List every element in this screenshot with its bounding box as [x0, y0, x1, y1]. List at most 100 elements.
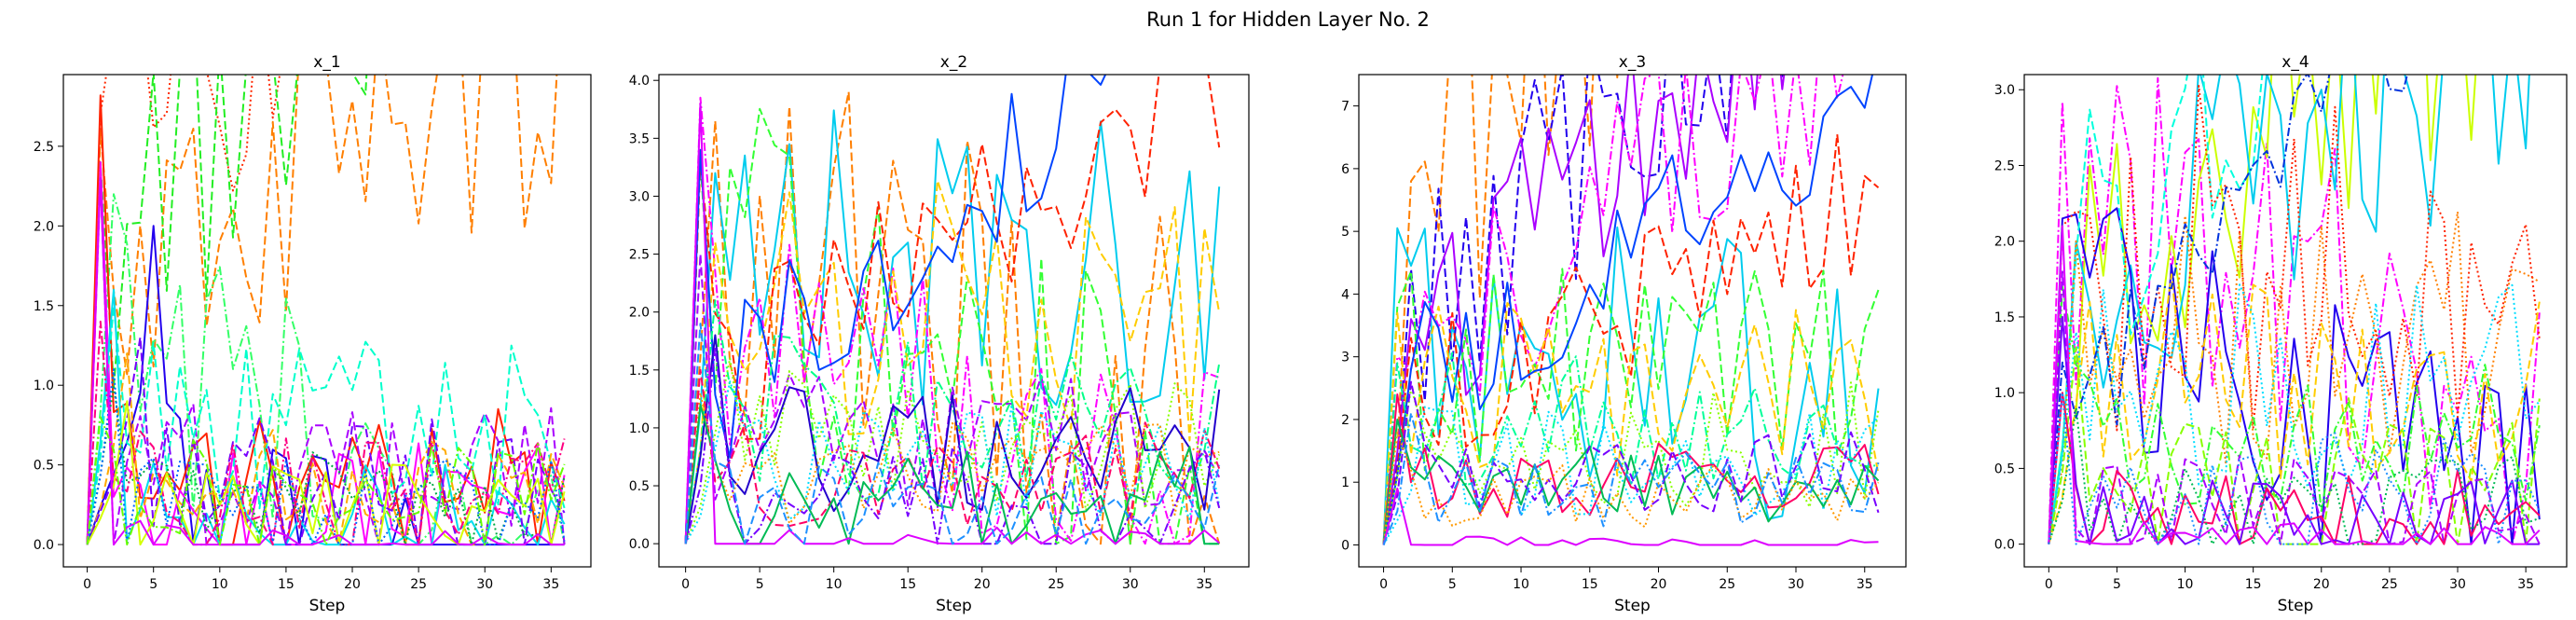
y-tick-label: 5 [1341, 225, 1350, 240]
plot-frame [658, 74, 1250, 568]
y-tick-label: 3.0 [1994, 83, 2015, 98]
x-axis-label: Step [1614, 597, 1651, 615]
series-line [86, 288, 566, 546]
series-line [684, 253, 1221, 544]
series-line [2048, 85, 2541, 544]
x-tick-label: 0 [1379, 577, 1388, 592]
y-tick-label: 1.0 [1994, 386, 2015, 401]
x-tick-label: 10 [212, 577, 228, 592]
x-tick-label: 0 [83, 577, 91, 592]
series-line [1382, 351, 1879, 545]
series-group [86, 75, 566, 546]
series-line [684, 323, 1221, 545]
y-tick-label: 1.5 [34, 299, 54, 314]
y-tick-label: 0.5 [629, 479, 650, 494]
series-line [2048, 273, 2541, 544]
series-line [1382, 75, 1844, 545]
series-line [86, 416, 566, 546]
plot-frame [62, 74, 592, 568]
series-line [684, 357, 1221, 544]
series-line [1382, 268, 1880, 545]
y-tick-label: 2.0 [34, 219, 54, 234]
series-line [86, 75, 368, 545]
series-group [2048, 75, 2541, 545]
x-tick-label: 35 [542, 577, 559, 592]
series-line [86, 177, 566, 546]
y-tick-label: 7 [1341, 100, 1350, 115]
series-line [1382, 133, 1880, 545]
x-tick-label: 20 [1651, 577, 1667, 592]
series-line [86, 177, 565, 546]
x-tick-label: 20 [344, 577, 361, 592]
series-line [1382, 75, 1619, 545]
series-group [684, 75, 1221, 545]
y-tick-label: 2.0 [629, 306, 650, 321]
series-line [86, 75, 558, 545]
series-line [2048, 75, 2264, 544]
series-line [1382, 226, 1880, 545]
series-line [684, 75, 1107, 544]
x-tick-label: 5 [756, 577, 764, 592]
x-tick-label: 15 [899, 577, 916, 592]
series-line [1382, 75, 1874, 545]
series-line [2048, 283, 2541, 544]
y-tick-label: 2.5 [34, 140, 54, 155]
x-tick-label: 15 [2245, 577, 2262, 592]
y-tick-label: 2.0 [1994, 235, 2015, 250]
figure-title: Run 1 for Hidden Layer No. 2 [1146, 8, 1430, 31]
x-axis-label: Step [2278, 597, 2314, 615]
panel-2: 0 5 10 15 20 25 30 35 0.0 0.5 1.0 1.5 2.0 2.5 3.0 3.5 4.… [629, 53, 1250, 615]
series-line [684, 346, 1221, 545]
x-tick-label: 30 [1122, 577, 1139, 592]
series-line [2048, 392, 2541, 545]
y-tick-label: 0.0 [1994, 538, 2015, 553]
series-line [2048, 392, 2541, 545]
series-line [86, 384, 566, 546]
series-line [2048, 285, 2541, 544]
x-tick-label: 5 [1448, 577, 1457, 592]
series-line [684, 392, 1220, 544]
panel-4: 0 5 10 15 20 25 30 35 0.0 0.5 1.0 1.5 2.0 2.5 3.0 x_4 St… [1994, 53, 2568, 615]
x-tick-label: 25 [410, 577, 427, 592]
x-tick-label: 25 [2381, 577, 2398, 592]
y-tick-label: 3.5 [629, 131, 650, 146]
x-tick-label: 30 [1788, 577, 1804, 592]
x-axis-label: Step [936, 597, 972, 615]
series-line [1382, 487, 1879, 546]
x-tick-label: 25 [1719, 577, 1735, 592]
series-line [2048, 75, 2530, 544]
y-tick-label: 1.5 [1994, 310, 2015, 325]
series-line [86, 400, 566, 546]
y-tick-label: 1.5 [629, 364, 650, 379]
y-tick-label: 2.5 [629, 248, 650, 263]
x-tick-label: 0 [2045, 577, 2053, 592]
series-line [2048, 225, 2541, 545]
y-tick-label: 0.5 [34, 459, 54, 474]
series-line [1382, 393, 1880, 545]
series-line [2048, 406, 2541, 545]
x-tick-label: 20 [974, 577, 991, 592]
y-tick-label: 6 [1341, 162, 1350, 177]
series-line [2048, 76, 2541, 545]
series-line [684, 368, 1221, 544]
series-line [2048, 75, 2477, 544]
subplot-title: x_4 [2281, 53, 2309, 72]
x-tick-label: 35 [2517, 577, 2534, 592]
x-tick-label: 15 [1582, 577, 1598, 592]
y-tick-label: 2 [1341, 413, 1350, 428]
x-tick-label: 5 [149, 577, 158, 592]
y-tick-label: 0.0 [34, 538, 54, 553]
series-group [1382, 75, 1880, 546]
y-tick-label: 0.0 [629, 537, 650, 552]
x-tick-label: 30 [476, 577, 493, 592]
y-tick-label: 1.0 [629, 421, 650, 436]
x-tick-label: 35 [1196, 577, 1213, 592]
x-tick-label: 20 [2313, 577, 2330, 592]
plot-frame [2023, 74, 2568, 568]
series-line [1382, 75, 1784, 545]
x-tick-label: 15 [278, 577, 295, 592]
subplot-title: x_2 [940, 53, 967, 72]
y-tick-label: 0 [1341, 538, 1350, 553]
y-tick-label: 3.0 [629, 189, 650, 204]
series-line [684, 334, 1221, 544]
